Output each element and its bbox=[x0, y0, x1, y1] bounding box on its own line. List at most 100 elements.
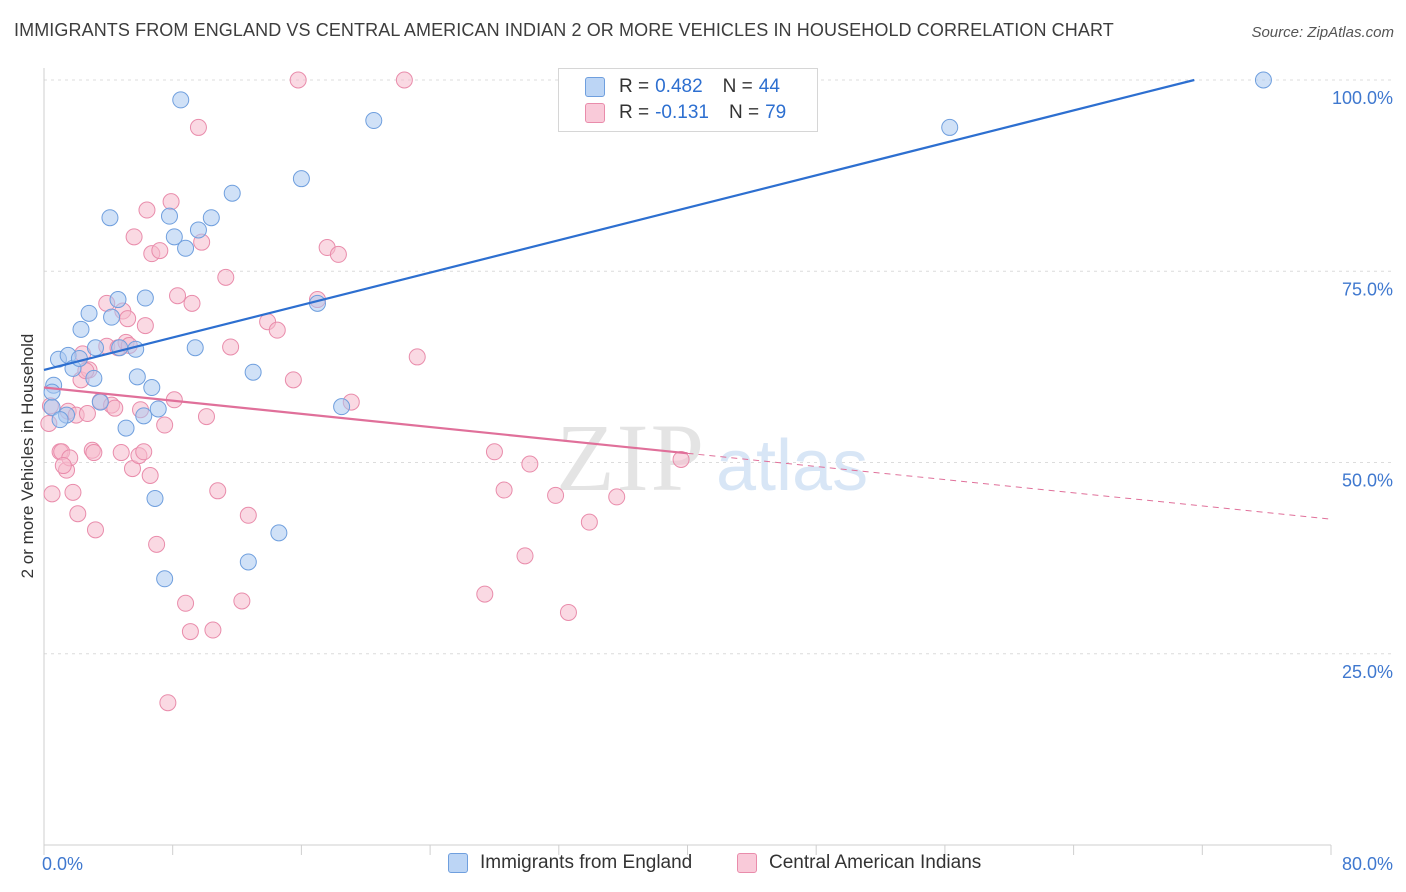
cai-point bbox=[672, 450, 690, 468]
cai-point bbox=[516, 547, 534, 565]
chart-title: IMMIGRANTS FROM ENGLAND VS CENTRAL AMERI… bbox=[14, 20, 1114, 40]
cai-point bbox=[183, 294, 201, 312]
england-point bbox=[189, 221, 207, 239]
cai-trend-line bbox=[43, 386, 688, 455]
england-point bbox=[333, 398, 351, 416]
legend-r-label: R = bbox=[619, 102, 650, 123]
trend-lines bbox=[43, 78, 1332, 520]
y-tick-label: 50.0% bbox=[1342, 471, 1393, 491]
legend-n-value: 79 bbox=[765, 102, 787, 123]
england-point bbox=[136, 289, 154, 307]
england-legend-swatch bbox=[448, 853, 468, 873]
data-points bbox=[40, 71, 1272, 712]
england-point bbox=[149, 400, 167, 418]
cai-point bbox=[580, 513, 598, 531]
cai-point bbox=[222, 338, 240, 356]
cai-point bbox=[156, 416, 174, 434]
y-axis-label: 2 or more Vehicles in Household bbox=[18, 333, 37, 579]
cai-point bbox=[408, 348, 426, 366]
cai-point bbox=[204, 621, 222, 639]
cai-point bbox=[289, 71, 307, 89]
england-swatch bbox=[585, 77, 605, 97]
cai-point bbox=[54, 457, 72, 475]
cai-point bbox=[209, 482, 227, 500]
legend-r-label: R = bbox=[619, 76, 650, 97]
cai-point bbox=[233, 592, 251, 610]
legend-r-value: -0.131 bbox=[655, 102, 709, 123]
cai-point bbox=[135, 443, 153, 461]
legend-n-label: N = bbox=[728, 102, 760, 123]
cai-point bbox=[43, 485, 61, 503]
cai-point bbox=[395, 71, 413, 89]
cai-point bbox=[86, 521, 104, 539]
bottom-legend-england: Immigrants from England bbox=[448, 852, 692, 874]
england-point bbox=[86, 339, 104, 357]
england-point bbox=[239, 553, 257, 571]
cai-point bbox=[136, 317, 154, 335]
england-point bbox=[51, 411, 69, 429]
cai-point bbox=[476, 585, 494, 603]
cai-point bbox=[141, 467, 159, 485]
cai-point bbox=[138, 201, 156, 219]
england-point bbox=[292, 170, 310, 188]
y-tick-label: 75.0% bbox=[1342, 279, 1393, 299]
england-point bbox=[165, 228, 183, 246]
england-point bbox=[80, 304, 98, 322]
cai-point bbox=[119, 310, 137, 328]
cai-point bbox=[169, 287, 187, 305]
cai-point bbox=[284, 371, 302, 389]
england-point bbox=[172, 91, 190, 109]
x-tick-label: 0.0% bbox=[42, 854, 83, 874]
england-point bbox=[186, 339, 204, 357]
cai-point bbox=[608, 488, 626, 506]
source-label: Source: ZipAtlas.com bbox=[1251, 24, 1394, 41]
england-point bbox=[85, 369, 103, 387]
cai-point bbox=[547, 486, 565, 504]
tick-labels: 25.0% 50.0% 75.0% 100.0% 0.0% 80.0% bbox=[42, 88, 1393, 874]
england-point bbox=[91, 393, 109, 411]
cai-point bbox=[85, 444, 103, 462]
england-point bbox=[1254, 71, 1272, 89]
cai-point bbox=[197, 408, 215, 426]
watermark-atlas: atlas bbox=[716, 426, 868, 506]
england-point bbox=[109, 291, 127, 309]
england-point bbox=[244, 363, 262, 381]
england-point bbox=[941, 118, 959, 136]
england-point bbox=[270, 524, 288, 542]
cai-point bbox=[559, 603, 577, 621]
cai-point bbox=[485, 443, 503, 461]
x-tick-label: 80.0% bbox=[1342, 854, 1393, 874]
england-point bbox=[146, 489, 164, 507]
england-legend-label: Immigrants from England bbox=[480, 852, 693, 873]
cai-point bbox=[69, 505, 87, 523]
england-point bbox=[143, 379, 161, 397]
cai-point bbox=[217, 268, 235, 286]
cai-point bbox=[106, 399, 124, 417]
cai-swatch bbox=[585, 103, 605, 123]
cai-point bbox=[239, 506, 257, 524]
cai-point bbox=[268, 321, 286, 339]
y-tick-label: 100.0% bbox=[1332, 88, 1393, 108]
england-point bbox=[117, 419, 135, 437]
cai-point bbox=[151, 242, 169, 260]
axes bbox=[43, 68, 1332, 855]
england-point bbox=[103, 308, 121, 326]
cai-point bbox=[78, 405, 96, 423]
england-point bbox=[177, 239, 195, 257]
england-point bbox=[156, 570, 174, 588]
england-point bbox=[128, 368, 146, 386]
cai-point bbox=[64, 483, 82, 501]
cai-point bbox=[181, 623, 199, 641]
cai-point bbox=[521, 455, 539, 473]
england-point bbox=[70, 349, 88, 367]
cai-point bbox=[495, 481, 513, 499]
bottom-legend-cai: Central American Indians bbox=[737, 852, 981, 874]
cai-legend-label: Central American Indians bbox=[769, 852, 982, 873]
cai-point bbox=[159, 694, 177, 712]
england-point bbox=[72, 320, 90, 338]
legend-n-label: N = bbox=[722, 76, 753, 97]
england-trend-line bbox=[43, 78, 1195, 372]
cai-legend-swatch bbox=[737, 853, 757, 873]
cai-point bbox=[125, 228, 143, 246]
